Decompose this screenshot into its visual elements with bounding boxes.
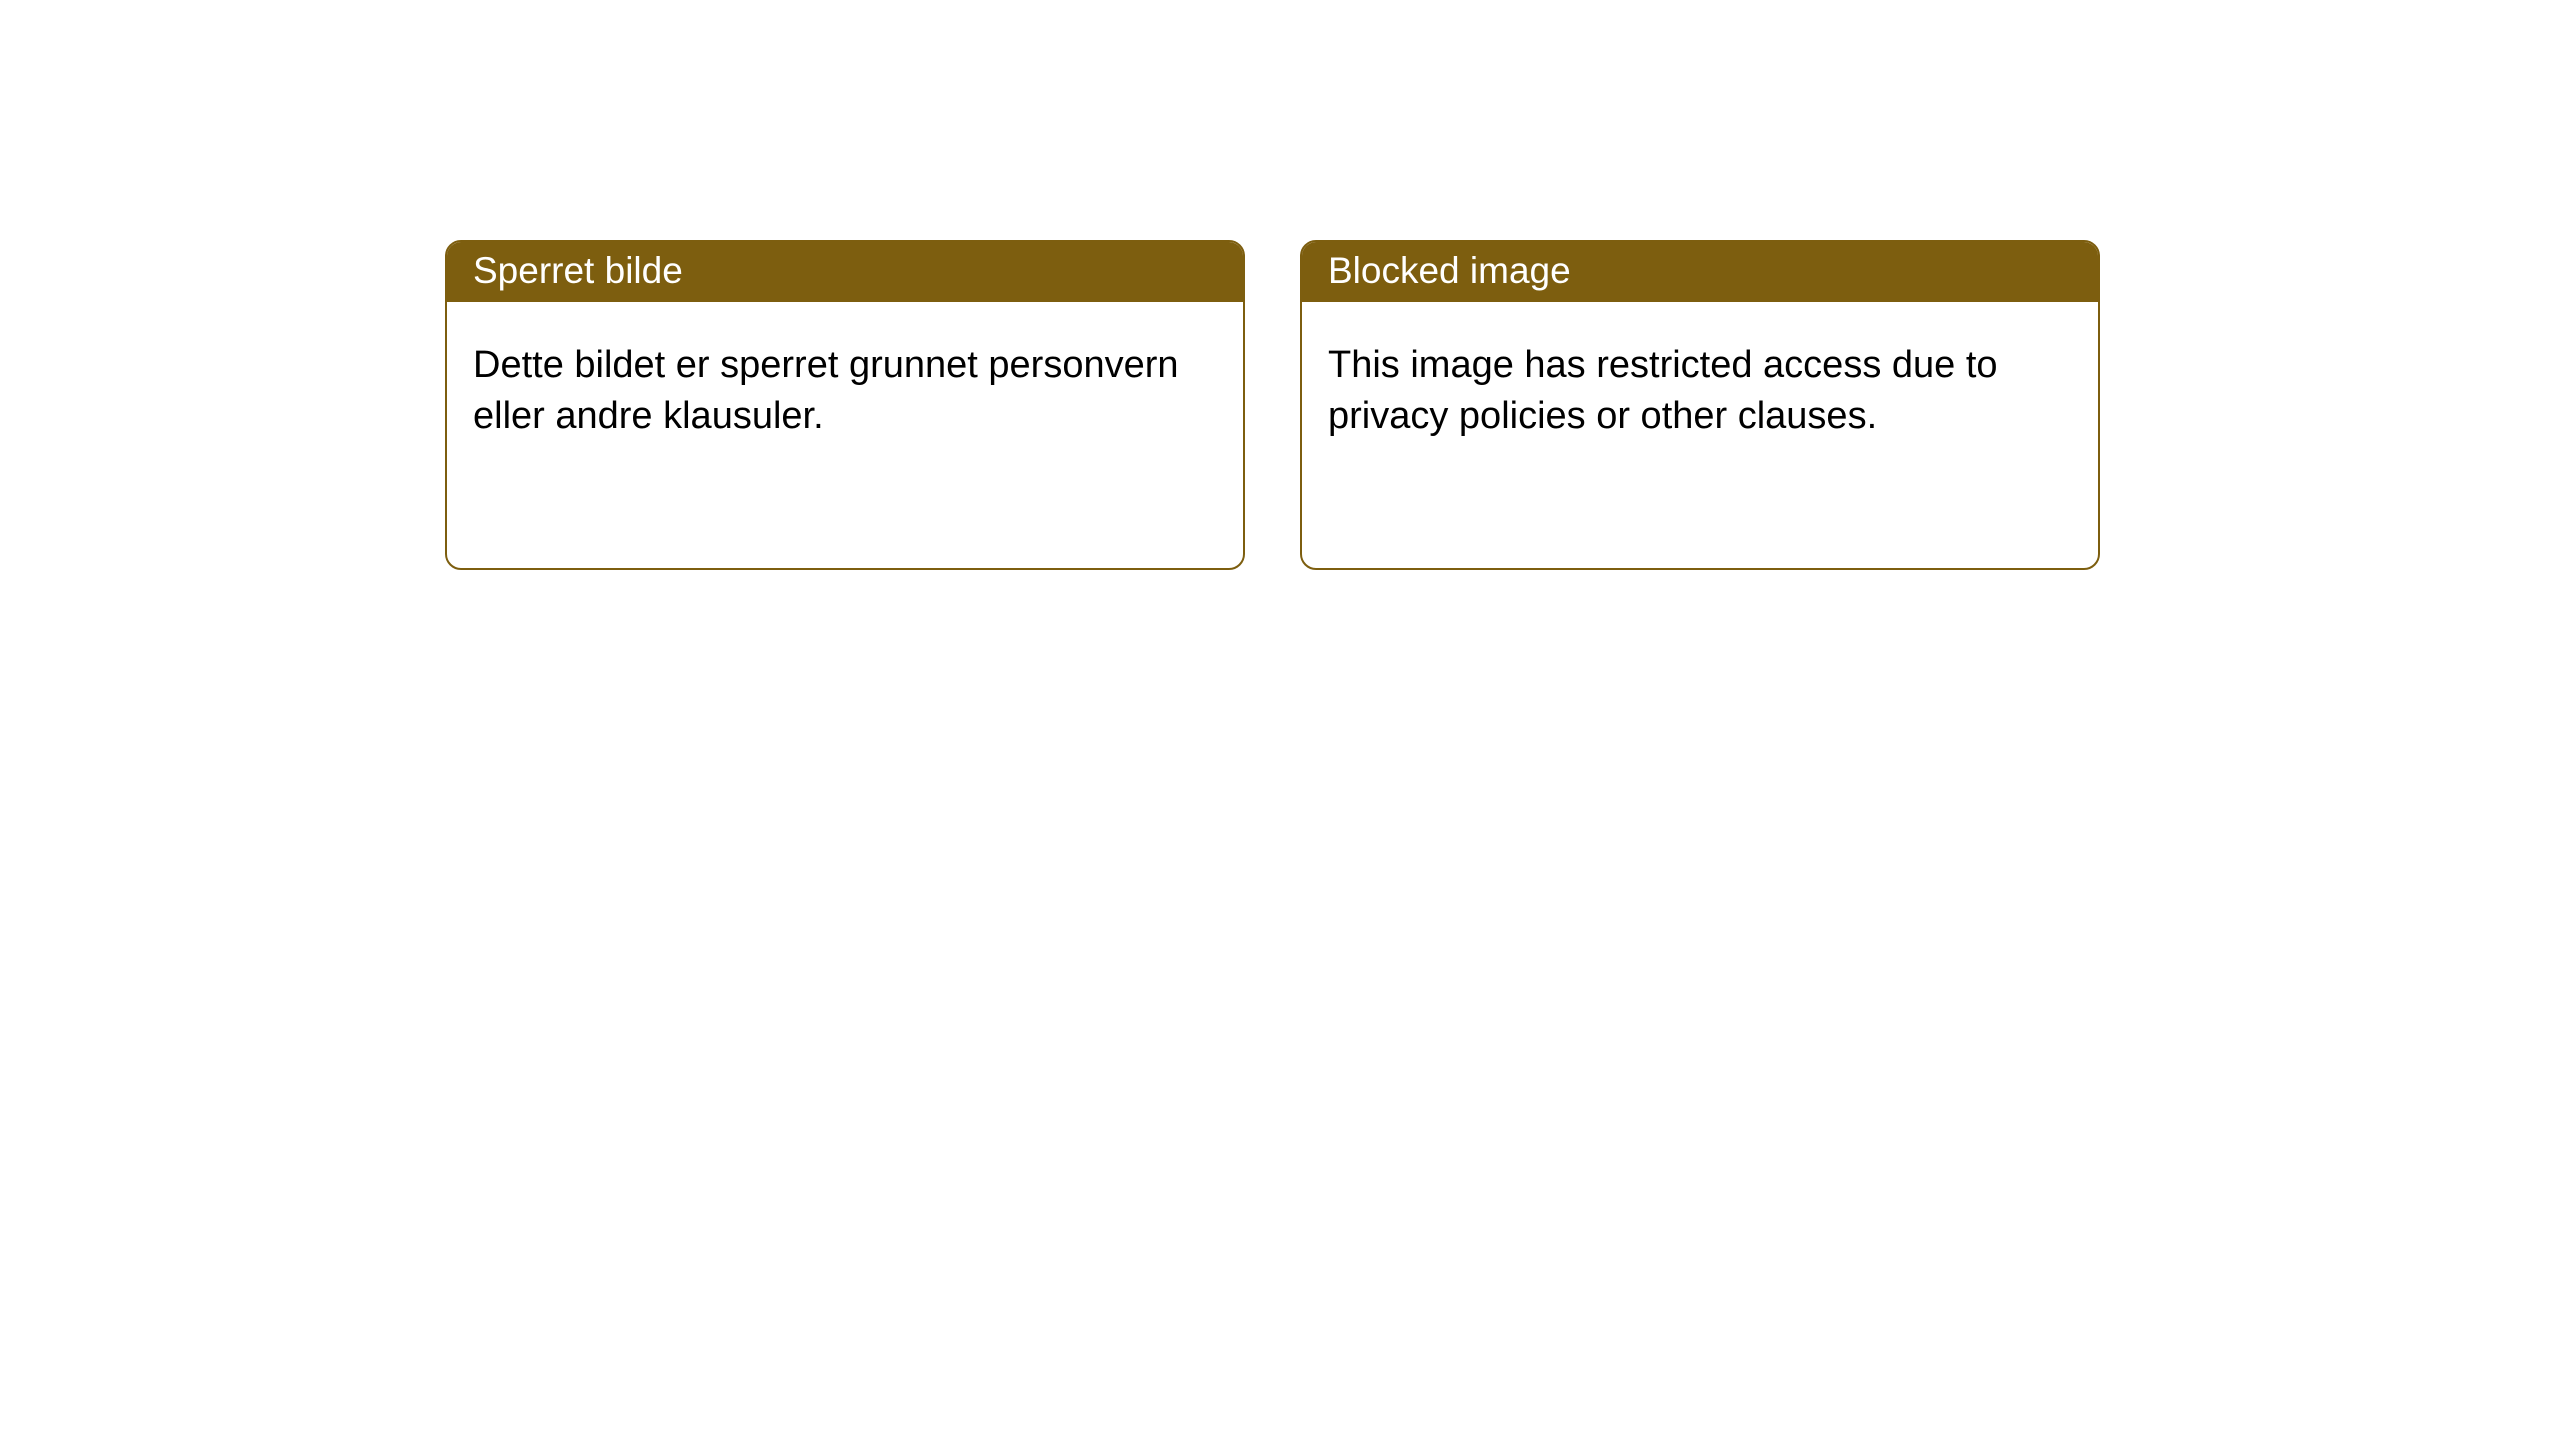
blocked-image-card-no: Sperret bilde Dette bildet er sperret gr… — [445, 240, 1245, 570]
card-body: This image has restricted access due to … — [1302, 302, 2098, 469]
card-header: Blocked image — [1302, 242, 2098, 302]
cards-container: Sperret bilde Dette bildet er sperret gr… — [445, 240, 2560, 570]
card-header: Sperret bilde — [447, 242, 1243, 302]
card-body-text: Dette bildet er sperret grunnet personve… — [473, 344, 1179, 437]
card-body-text: This image has restricted access due to … — [1328, 344, 1998, 437]
blocked-image-card-en: Blocked image This image has restricted … — [1300, 240, 2100, 570]
card-body: Dette bildet er sperret grunnet personve… — [447, 302, 1243, 469]
card-title: Sperret bilde — [473, 250, 683, 291]
card-title: Blocked image — [1328, 250, 1571, 291]
